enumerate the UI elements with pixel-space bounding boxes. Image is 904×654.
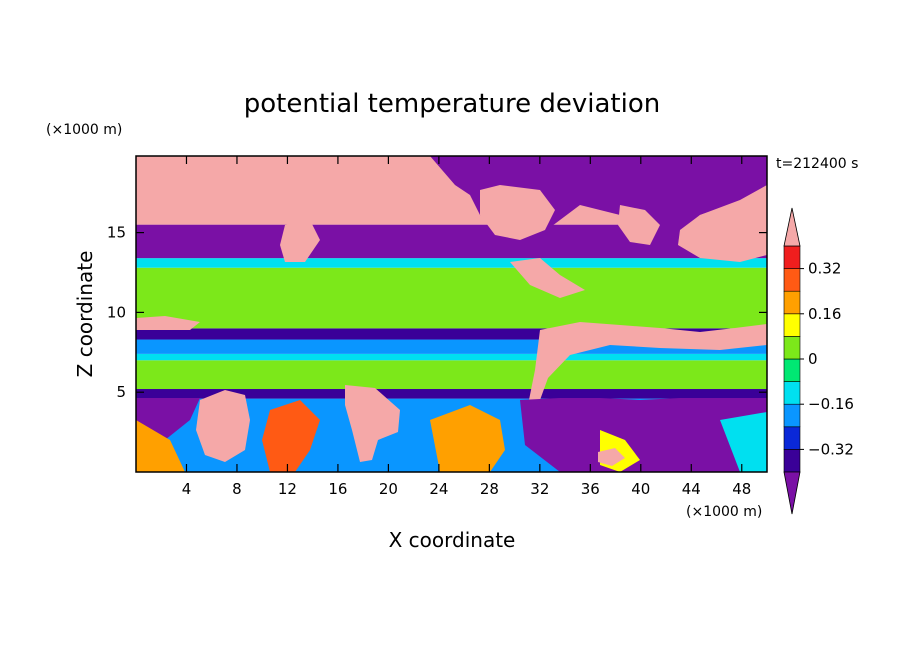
colorbar-extend-top: [783, 207, 801, 247]
x-unit-label: (×1000 m): [686, 504, 762, 520]
colorbar-band: [783, 245, 801, 269]
pink-bubble-center: [345, 385, 400, 462]
x-tick-label: 4: [182, 480, 192, 498]
pink-left-streak: [136, 316, 200, 330]
colorbar: 0.32 0.16 0 −0.16 −0.32: [783, 207, 854, 515]
x-tick-label: 44: [682, 480, 701, 498]
x-tick-label: 48: [732, 480, 751, 498]
x-tick-label: 20: [379, 480, 398, 498]
contour-layer-1: [136, 389, 767, 399]
x-tick-label: 40: [631, 480, 650, 498]
contour-plot-area: [136, 156, 767, 472]
pink-cloud-3: [618, 205, 660, 245]
pink-cloud-4: [280, 220, 320, 262]
warm-plume-3: [430, 405, 505, 472]
contour-layer-2: [136, 360, 767, 390]
colorbar-tick-label: 0.16: [808, 305, 841, 323]
warm-plume-2: [262, 400, 320, 472]
plot-frame: [135, 155, 768, 473]
x-tick-label: 36: [581, 480, 600, 498]
x-tick-label: 8: [232, 480, 242, 498]
pink-cloud-2: [678, 195, 767, 262]
pink-bubble-small: [598, 448, 625, 466]
colorbar-band: [783, 290, 801, 315]
x-tick-label: 24: [429, 480, 448, 498]
colorbar-extend-bottom: [783, 471, 801, 515]
colorbar-band: [783, 403, 801, 428]
y-tick-label: 15: [107, 224, 126, 242]
colorbar-tick-label: −0.32: [808, 440, 854, 458]
lower-purple-region: [520, 398, 767, 472]
colorbar-band: [783, 268, 801, 292]
y-tick-label: 10: [107, 303, 126, 321]
warm-plume-1: [136, 420, 185, 472]
colorbar-band: [783, 426, 801, 450]
colorbar-band: [783, 358, 801, 382]
y-axis-label: Z coordinate: [73, 251, 97, 378]
x-tick-label: 28: [480, 480, 499, 498]
pink-cloud-5: [510, 258, 585, 298]
colorbar-band: [783, 449, 801, 473]
time-label: t=212400 s: [776, 156, 858, 172]
y-axis: 5 10 15: [107, 224, 767, 401]
contour-layer-5: [136, 328, 767, 340]
x-tick-label: 16: [328, 480, 347, 498]
contour-layer-6: [136, 267, 767, 329]
x-axis-label: X coordinate: [389, 528, 516, 552]
y-unit-label: (×1000 m): [46, 122, 122, 138]
contour-features: [136, 156, 767, 472]
colorbar-tick-label: 0: [808, 350, 818, 368]
pink-bubble-left: [196, 390, 250, 462]
upper-pink-region: [136, 156, 445, 218]
cyan-lower-right: [720, 412, 767, 472]
contour-layer-3: [136, 353, 767, 361]
pink-cloud-1: [480, 185, 555, 240]
pink-streak-mid: [528, 322, 767, 405]
chart-title: potential temperature deviation: [244, 89, 660, 119]
y-tick-label: 5: [116, 383, 126, 401]
x-tick-label: 32: [530, 480, 549, 498]
colorbar-band: [783, 313, 801, 337]
x-tick-label: 12: [278, 480, 297, 498]
x-axis: 4 8 12 16 20 24 28 32 36 40 44 48: [182, 156, 751, 498]
contour-layer-7: [136, 258, 767, 268]
colorbar-tick-label: 0.32: [808, 260, 841, 278]
colorbar-tick-label: −0.16: [808, 395, 854, 413]
colorbar-band: [783, 336, 801, 360]
colorbar-band: [783, 381, 801, 405]
